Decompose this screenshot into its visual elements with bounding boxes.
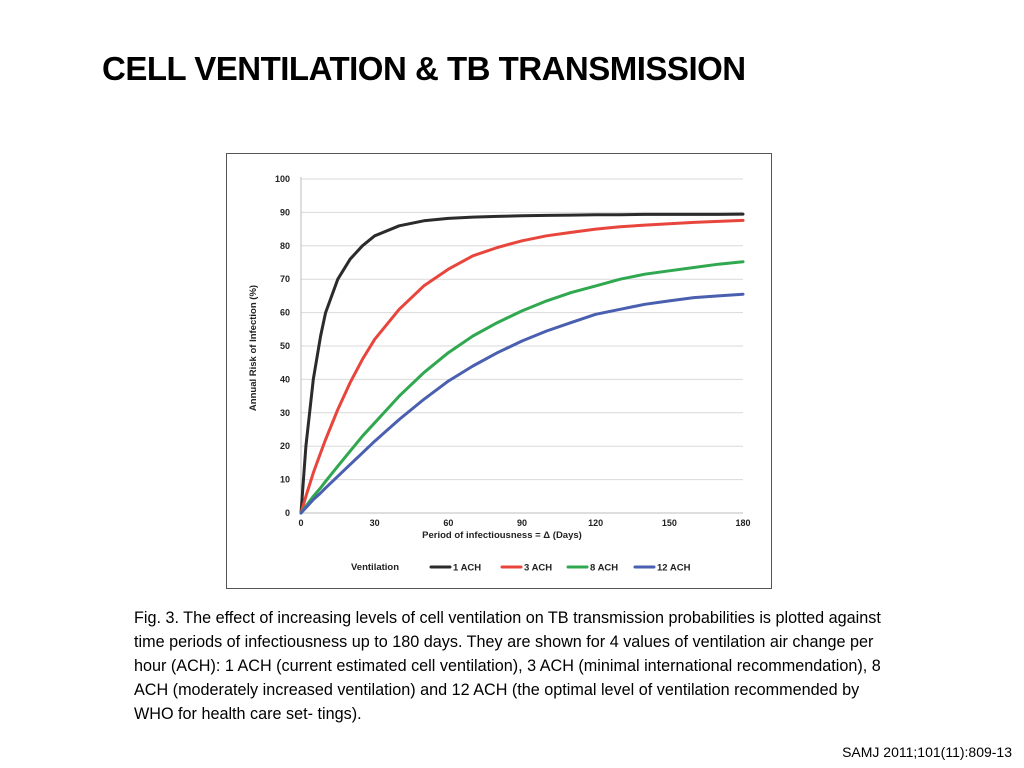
y-tick-label: 60 <box>280 308 290 318</box>
y-tick-label: 20 <box>280 441 290 451</box>
series-line-1-ach <box>299 212 745 515</box>
figure-caption: Fig. 3. The effect of increasing levels … <box>134 609 881 723</box>
y-tick-label: 30 <box>280 408 290 418</box>
x-tick-label: 30 <box>370 518 380 528</box>
x-tick-label: 180 <box>735 518 750 528</box>
slide-title: CELL VENTILATION & TB TRANSMISSION <box>102 50 746 87</box>
x-tick-label: 0 <box>298 518 303 528</box>
x-axis-title: Period of infectiousness = Δ (Days) <box>422 530 582 541</box>
y-tick-label: 70 <box>280 274 290 284</box>
risk-chart: 0 10 20 30 40 50 60 70 80 90 100 0 30 60 90 120 150 180 Pe… <box>248 174 751 574</box>
y-tick-label: 100 <box>275 174 290 184</box>
y-tick-label: 40 <box>280 374 290 384</box>
series-line-8-ach <box>299 260 745 515</box>
y-tick-label: 0 <box>285 508 290 518</box>
legend-label-8-ach: 8 ACH <box>590 563 618 574</box>
x-tick-label: 150 <box>662 518 677 528</box>
citation: SAMJ 2011;101(11):809-13 <box>842 744 1012 760</box>
y-tick-label: 50 <box>280 341 290 351</box>
legend-label-1-ach: 1 ACH <box>453 563 481 574</box>
x-tick-label: 60 <box>443 518 453 528</box>
series-line-12-ach <box>299 292 745 515</box>
figure-frame: 0 10 20 30 40 50 60 70 80 90 100 0 30 60 90 120 150 180 Pe… <box>226 153 772 589</box>
y-tick-label: 90 <box>280 207 290 217</box>
legend-title: Ventilation <box>351 562 399 573</box>
legend-label-12-ach: 12 ACH <box>657 563 691 574</box>
y-tick-label: 80 <box>280 241 290 251</box>
y-tick-label: 10 <box>280 475 290 485</box>
x-tick-label: 120 <box>588 518 603 528</box>
x-tick-label: 90 <box>517 518 527 528</box>
legend-label-3-ach: 3 ACH <box>524 563 552 574</box>
series-line-3-ach <box>299 218 745 515</box>
y-axis-title: Annual Risk of Infection (%) <box>248 285 259 411</box>
